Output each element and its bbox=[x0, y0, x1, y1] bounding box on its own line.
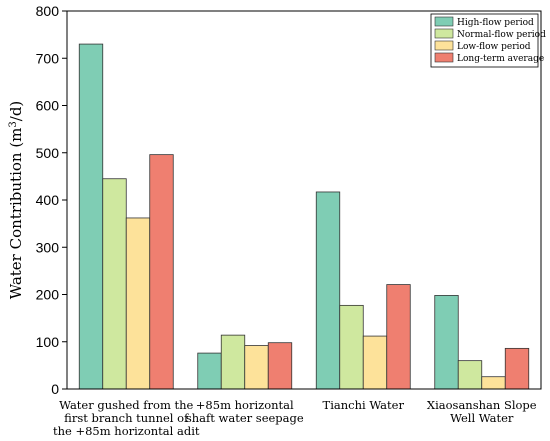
x-category-label: Well Water bbox=[450, 411, 514, 425]
legend: High-flow period Normal-flow period Low-fl… bbox=[430, 13, 546, 68]
legend-label: Long-term average bbox=[457, 54, 544, 64]
bar-high-flow-period bbox=[197, 352, 222, 390]
y-tick-label: 0 bbox=[51, 381, 59, 397]
x-category-label: first branch tunnel of bbox=[64, 411, 189, 425]
y-tick-label: 600 bbox=[36, 98, 60, 114]
y-axis-title-sup: 3 bbox=[8, 121, 19, 127]
bar-long-term-average bbox=[149, 154, 174, 390]
y-axis-title-tail: /d) bbox=[7, 101, 25, 122]
bar-high-flow-period bbox=[315, 191, 341, 390]
bar-long-term-average bbox=[386, 284, 411, 390]
x-category-label: the +85m horizontal adit bbox=[53, 424, 200, 438]
x-category-label: +85m horizontal bbox=[196, 398, 294, 412]
legend-label: Low-flow period bbox=[457, 42, 531, 52]
y-tick-label: 300 bbox=[36, 239, 60, 255]
y-tick-label: 700 bbox=[36, 50, 60, 66]
x-category-label: Xiaosanshan Slope bbox=[427, 398, 537, 412]
bar-normal-flow-period bbox=[339, 304, 364, 390]
bar-low-flow-period bbox=[125, 217, 151, 390]
x-category-label: shaft water seepage bbox=[186, 411, 304, 425]
y-tick-label: 200 bbox=[36, 287, 60, 303]
bar-normal-flow-period bbox=[457, 360, 483, 390]
bars-group bbox=[78, 43, 530, 390]
bar-low-flow-period bbox=[481, 376, 506, 390]
y-axis: 0 100 200 300 400 500 600 700 800 bbox=[36, 3, 67, 397]
legend-swatch bbox=[434, 52, 454, 63]
y-axis-title-main: Water Contribution (m bbox=[7, 128, 25, 300]
bar-long-term-average bbox=[267, 342, 293, 390]
legend-swatch bbox=[434, 28, 454, 39]
legend-label: High-flow period bbox=[457, 18, 534, 28]
legend-swatch bbox=[434, 40, 454, 51]
y-tick-label: 100 bbox=[36, 334, 60, 350]
y-tick-label: 400 bbox=[36, 192, 60, 208]
bar-low-flow-period bbox=[244, 345, 269, 390]
bar-low-flow-period bbox=[362, 335, 388, 390]
bar-normal-flow-period bbox=[220, 334, 246, 390]
legend-swatch bbox=[434, 16, 454, 27]
y-tick-label: 500 bbox=[36, 145, 60, 161]
bar-high-flow-period bbox=[78, 43, 104, 390]
bar-normal-flow-period bbox=[102, 178, 127, 390]
y-axis-title: Water Contribution (m3/d) bbox=[7, 101, 25, 300]
y-tick-label: 800 bbox=[36, 3, 60, 19]
x-category-label: Water gushed from the bbox=[59, 398, 193, 412]
bar-long-term-average bbox=[504, 347, 530, 390]
legend-label: Normal-flow period bbox=[457, 30, 546, 40]
bar-high-flow-period bbox=[434, 295, 459, 390]
x-category-label: Tianchi Water bbox=[323, 398, 405, 412]
